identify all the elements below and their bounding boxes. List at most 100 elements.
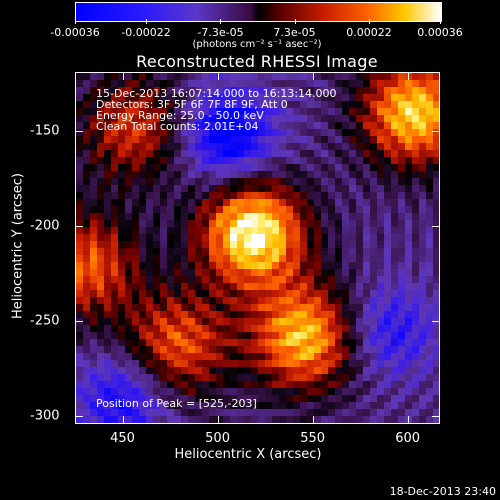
heatmap-cell xyxy=(111,206,118,213)
heatmap-cell xyxy=(174,157,181,164)
heatmap-cell xyxy=(405,360,412,367)
heatmap-cell xyxy=(188,227,195,234)
heatmap-cell xyxy=(426,339,433,346)
heatmap-cell xyxy=(181,129,188,136)
heatmap-cell xyxy=(104,171,111,178)
heatmap-cell xyxy=(125,150,132,157)
heatmap-cell xyxy=(307,206,314,213)
heatmap-cell xyxy=(209,164,216,171)
heatmap-cell xyxy=(230,185,237,192)
heatmap-cell xyxy=(405,353,412,360)
heatmap-cell xyxy=(139,367,146,374)
heatmap-cell xyxy=(398,311,405,318)
heatmap-cell xyxy=(223,122,230,129)
heatmap-cell xyxy=(419,353,426,360)
heatmap-cell xyxy=(356,241,363,248)
heatmap-cell xyxy=(181,143,188,150)
heatmap-cell xyxy=(139,73,146,80)
heatmap-cell xyxy=(83,234,90,241)
heatmap-cell xyxy=(153,164,160,171)
x-tick-mark xyxy=(407,416,409,424)
heatmap-cell xyxy=(356,206,363,213)
heatmap-cell xyxy=(328,304,335,311)
heatmap-cell xyxy=(286,248,293,255)
heatmap-cell xyxy=(230,374,237,381)
heatmap-cell xyxy=(328,178,335,185)
heatmap-cell xyxy=(426,248,433,255)
heatmap-cell xyxy=(216,241,223,248)
heatmap-cell xyxy=(195,122,202,129)
heatmap-cell xyxy=(216,171,223,178)
heatmap-cell xyxy=(370,157,377,164)
heatmap-cell xyxy=(356,402,363,409)
heatmap-cell xyxy=(398,150,405,157)
heatmap-cell xyxy=(335,388,342,395)
heatmap-cell xyxy=(230,353,237,360)
heatmap-cell xyxy=(83,108,90,115)
heatmap-cell xyxy=(160,374,167,381)
heatmap-cell xyxy=(328,199,335,206)
heatmap-cell xyxy=(125,332,132,339)
heatmap-cell xyxy=(433,248,439,255)
heatmap-cell xyxy=(132,157,139,164)
heatmap-cell xyxy=(83,360,90,367)
heatmap-cell xyxy=(237,108,244,115)
heatmap-cell xyxy=(216,248,223,255)
heatmap-cell xyxy=(139,199,146,206)
heatmap-cell xyxy=(398,346,405,353)
heatmap-cell xyxy=(286,115,293,122)
heatmap-cell xyxy=(251,220,258,227)
heatmap-cell xyxy=(251,199,258,206)
heatmap-cell xyxy=(195,374,202,381)
heatmap-cell xyxy=(433,367,439,374)
heatmap-cell xyxy=(335,318,342,325)
heatmap-cell xyxy=(426,227,433,234)
heatmap-cell xyxy=(272,87,279,94)
heatmap-cell xyxy=(377,332,384,339)
heatmap-cell xyxy=(146,360,153,367)
heatmap-cell xyxy=(139,339,146,346)
heatmap-cell xyxy=(293,94,300,101)
heatmap-cell xyxy=(160,157,167,164)
heatmap-cell xyxy=(349,136,356,143)
heatmap-cell xyxy=(139,157,146,164)
heatmap-cell xyxy=(328,353,335,360)
heatmap-cell xyxy=(342,80,349,87)
heatmap-cell xyxy=(419,262,426,269)
heatmap-cell xyxy=(230,164,237,171)
heatmap-cell xyxy=(125,395,132,402)
heatmap-cell xyxy=(426,206,433,213)
heatmap-cell xyxy=(139,80,146,87)
heatmap-cell xyxy=(384,248,391,255)
heatmap-cell xyxy=(398,220,405,227)
heatmap-cell xyxy=(76,234,83,241)
heatmap-cell xyxy=(307,164,314,171)
heatmap-cell xyxy=(391,136,398,143)
heatmap-cell xyxy=(83,241,90,248)
heatmap-cell xyxy=(90,129,97,136)
heatmap-cell xyxy=(237,318,244,325)
heatmap-cell xyxy=(335,171,342,178)
heatmap-cell xyxy=(167,339,174,346)
heatmap-cell xyxy=(209,143,216,150)
heatmap-cell xyxy=(76,262,83,269)
heatmap-cell xyxy=(244,262,251,269)
heatmap-cell xyxy=(293,395,300,402)
heatmap-cell xyxy=(104,227,111,234)
heatmap-cell xyxy=(328,269,335,276)
heatmap-cell xyxy=(349,409,356,416)
heatmap-cell xyxy=(412,227,419,234)
heatmap-cell xyxy=(90,150,97,157)
heatmap-cell xyxy=(363,248,370,255)
heatmap-cell xyxy=(300,409,307,416)
heatmap-cell xyxy=(174,136,181,143)
heatmap-cell xyxy=(405,290,412,297)
heatmap-cell xyxy=(370,171,377,178)
heatmap-cell xyxy=(391,283,398,290)
heatmap-cell xyxy=(349,220,356,227)
heatmap-cell xyxy=(132,311,139,318)
heatmap-cell xyxy=(391,339,398,346)
heatmap-cell xyxy=(118,136,125,143)
heatmap-cell xyxy=(356,164,363,171)
heatmap-cell xyxy=(391,87,398,94)
